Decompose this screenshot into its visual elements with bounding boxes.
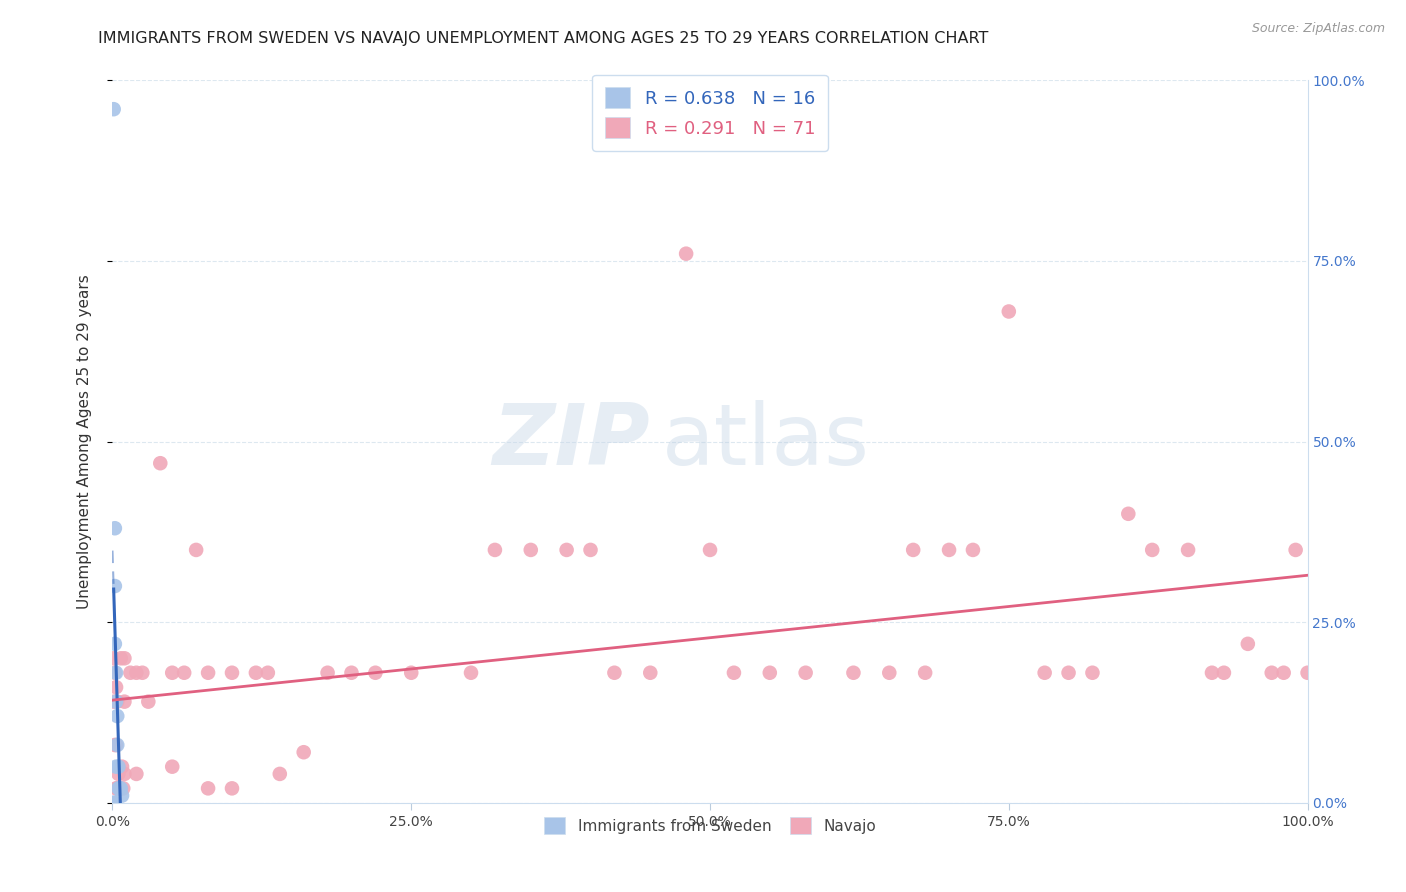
Point <box>794 665 817 680</box>
Point <box>105 781 128 796</box>
Point <box>111 789 134 803</box>
Point <box>103 651 125 665</box>
Point <box>110 781 132 796</box>
Point <box>579 542 602 557</box>
Point <box>520 542 543 557</box>
Point <box>1057 665 1080 680</box>
Text: Source: ZipAtlas.com: Source: ZipAtlas.com <box>1251 22 1385 36</box>
Point <box>1285 542 1308 557</box>
Y-axis label: Unemployment Among Ages 25 to 29 years: Unemployment Among Ages 25 to 29 years <box>77 274 91 609</box>
Point <box>125 767 148 781</box>
Text: ZIP: ZIP <box>492 400 651 483</box>
Point <box>484 542 506 557</box>
Point <box>1177 542 1199 557</box>
Point <box>257 665 280 680</box>
Point <box>110 651 132 665</box>
Point <box>107 781 129 796</box>
Point <box>340 665 363 680</box>
Point <box>105 695 128 709</box>
Point <box>759 665 782 680</box>
Point <box>1272 665 1295 680</box>
Point <box>111 760 134 774</box>
Point <box>104 665 127 680</box>
Point <box>103 796 125 810</box>
Point <box>105 709 128 723</box>
Point <box>108 781 131 796</box>
Point <box>103 102 125 116</box>
Point <box>699 542 721 557</box>
Point <box>105 738 128 752</box>
Point <box>186 542 208 557</box>
Point <box>149 456 172 470</box>
Point <box>245 665 267 680</box>
Point <box>173 665 195 680</box>
Point <box>401 665 423 680</box>
Point <box>125 665 148 680</box>
Point <box>104 738 127 752</box>
Point <box>162 665 183 680</box>
Point <box>879 665 901 680</box>
Legend: Immigrants from Sweden, Navajo: Immigrants from Sweden, Navajo <box>537 809 883 842</box>
Point <box>723 665 745 680</box>
Point <box>1237 637 1260 651</box>
Point <box>105 665 128 680</box>
Point <box>1201 665 1223 680</box>
Point <box>120 665 142 680</box>
Point <box>197 781 219 796</box>
Point <box>162 760 183 774</box>
Point <box>316 665 339 680</box>
Point <box>114 695 135 709</box>
Point <box>107 767 129 781</box>
Point <box>903 542 925 557</box>
Point <box>103 695 125 709</box>
Point <box>1261 665 1284 680</box>
Point <box>108 781 131 796</box>
Point <box>221 781 243 796</box>
Point <box>105 695 128 709</box>
Point <box>460 665 482 680</box>
Point <box>1296 665 1319 680</box>
Point <box>938 542 960 557</box>
Point <box>962 542 984 557</box>
Point <box>103 796 125 810</box>
Point <box>105 738 128 752</box>
Point <box>1142 542 1164 557</box>
Point <box>114 651 135 665</box>
Point <box>842 665 865 680</box>
Point <box>107 760 129 774</box>
Point <box>998 304 1021 318</box>
Point <box>555 542 578 557</box>
Text: IMMIGRANTS FROM SWEDEN VS NAVAJO UNEMPLOYMENT AMONG AGES 25 TO 29 YEARS CORRELAT: IMMIGRANTS FROM SWEDEN VS NAVAJO UNEMPLO… <box>98 31 988 46</box>
Point <box>1081 665 1104 680</box>
Point <box>914 665 936 680</box>
Point <box>104 637 127 651</box>
Point <box>221 665 243 680</box>
Point <box>105 760 128 774</box>
Point <box>112 781 135 796</box>
Point <box>675 246 697 260</box>
Point <box>104 521 127 535</box>
Point <box>114 767 135 781</box>
Point <box>1213 665 1236 680</box>
Point <box>269 767 291 781</box>
Point <box>603 665 626 680</box>
Point <box>105 680 128 694</box>
Point <box>138 695 160 709</box>
Text: atlas: atlas <box>662 400 870 483</box>
Point <box>104 579 127 593</box>
Point <box>640 665 662 680</box>
Point <box>197 665 219 680</box>
Point <box>131 665 153 680</box>
Point <box>1118 507 1140 521</box>
Point <box>105 781 128 796</box>
Point <box>364 665 387 680</box>
Point <box>292 745 315 759</box>
Point <box>1033 665 1056 680</box>
